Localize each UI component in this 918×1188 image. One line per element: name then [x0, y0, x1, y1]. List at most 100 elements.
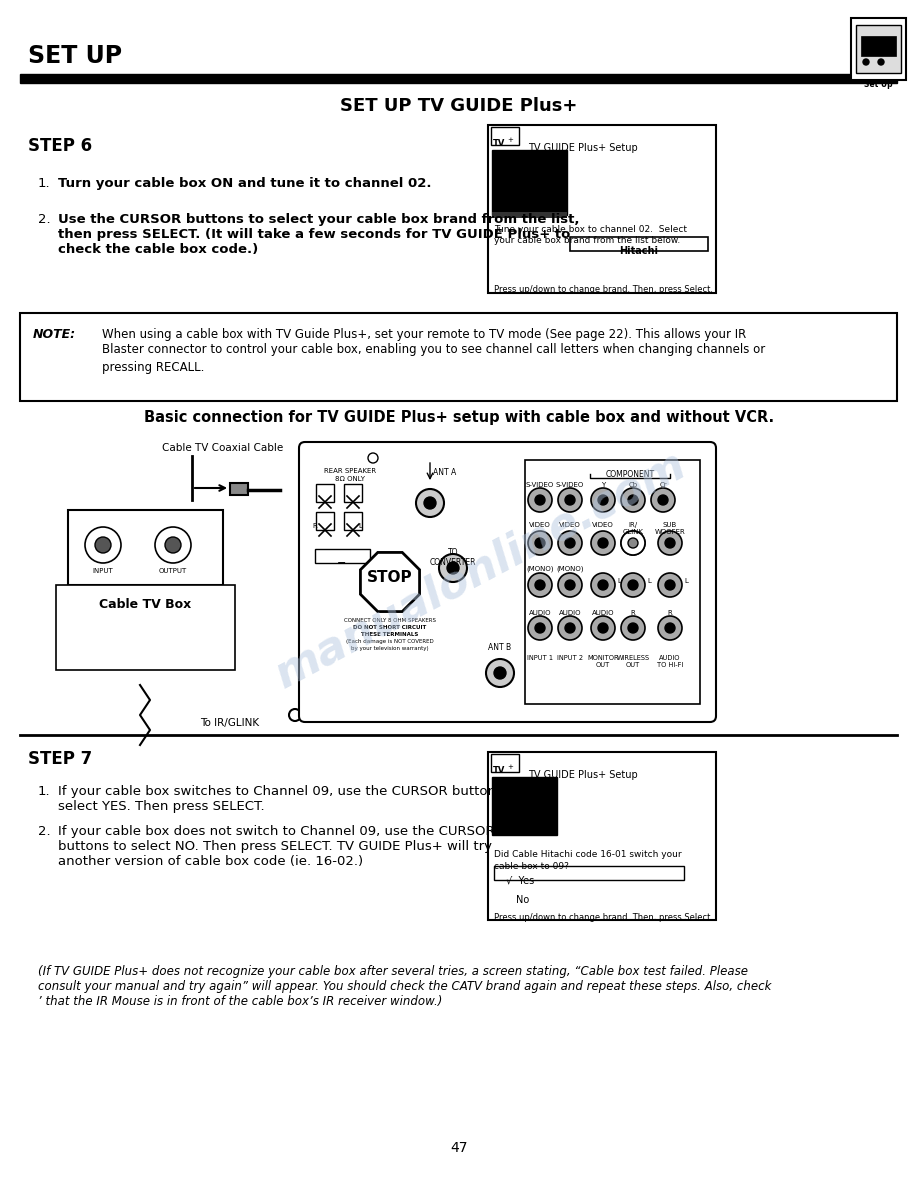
Text: manualonline.com: manualonline.com	[267, 443, 693, 697]
Text: INPUT 1: INPUT 1	[527, 655, 553, 661]
Polygon shape	[361, 552, 420, 612]
Circle shape	[368, 453, 378, 463]
Circle shape	[95, 537, 111, 552]
Circle shape	[528, 488, 552, 512]
Text: (MONO): (MONO)	[556, 565, 584, 571]
Text: 1.: 1.	[38, 177, 50, 190]
Circle shape	[628, 623, 638, 633]
Bar	[344, 484, 362, 503]
Text: R: R	[631, 609, 635, 617]
Circle shape	[289, 709, 301, 721]
Text: S-VIDEO: S-VIDEO	[556, 482, 584, 488]
Text: another version of cable box code (ie. 16-02.): another version of cable box code (ie. 1…	[58, 855, 364, 868]
Bar	[861, 36, 896, 56]
Circle shape	[416, 489, 444, 517]
Text: S-VIDEO: S-VIDEO	[526, 482, 554, 488]
Text: Cable TV Coaxial Cable: Cable TV Coaxial Cable	[162, 443, 284, 453]
Text: Press up/down to change brand. Then, press Select.: Press up/down to change brand. Then, pre…	[494, 914, 713, 922]
Text: ’ that the IR Mouse is in front of the cable box’s IR receiver window.): ’ that the IR Mouse is in front of the c…	[38, 996, 442, 1007]
Circle shape	[558, 488, 582, 512]
Text: CONNECT ONLY 8 OHM SPEAKERS: CONNECT ONLY 8 OHM SPEAKERS	[344, 618, 436, 623]
Bar	[230, 484, 248, 495]
Bar	[492, 777, 557, 835]
Text: L: L	[358, 523, 362, 529]
Text: INPUT: INPUT	[93, 568, 114, 574]
Text: 2.: 2.	[38, 213, 50, 226]
Bar	[492, 150, 567, 215]
Circle shape	[665, 538, 675, 548]
Text: L: L	[684, 579, 688, 584]
Bar	[856, 25, 901, 72]
Text: then press SELECT. (It will take a few seconds for TV GUIDE Plus+ to: then press SELECT. (It will take a few s…	[58, 228, 570, 241]
Circle shape	[535, 495, 545, 505]
Circle shape	[439, 554, 467, 582]
Bar	[316, 484, 334, 503]
Circle shape	[565, 495, 575, 505]
Bar	[20, 74, 897, 83]
Text: Blaster connector to control your cable box, enabling you to see channel call le: Blaster connector to control your cable …	[102, 343, 766, 356]
Circle shape	[558, 531, 582, 555]
Text: VIDEO: VIDEO	[592, 522, 614, 527]
Text: MONITOR
OUT: MONITOR OUT	[588, 655, 619, 668]
Circle shape	[591, 617, 615, 640]
Circle shape	[665, 623, 675, 633]
Text: pressing RECALL.: pressing RECALL.	[102, 361, 205, 374]
Text: OUTPUT: OUTPUT	[159, 568, 187, 574]
Circle shape	[155, 527, 191, 563]
Text: SET UP TV GUIDE Plus+: SET UP TV GUIDE Plus+	[341, 97, 577, 115]
Text: Cable TV Box: Cable TV Box	[99, 598, 191, 611]
Circle shape	[424, 497, 436, 508]
Circle shape	[651, 488, 675, 512]
Text: TV GUIDE Plus+ Setup: TV GUIDE Plus+ Setup	[528, 143, 638, 153]
Circle shape	[628, 580, 638, 590]
Text: 8Ω ONLY: 8Ω ONLY	[335, 476, 365, 482]
Circle shape	[558, 573, 582, 598]
Text: Turn your cable box ON and tune it to channel 02.: Turn your cable box ON and tune it to ch…	[58, 177, 431, 190]
Bar	[525, 460, 700, 704]
Circle shape	[528, 531, 552, 555]
Text: 2.: 2.	[38, 824, 50, 838]
Text: ANT B: ANT B	[488, 643, 511, 652]
Text: +: +	[507, 137, 513, 143]
Text: To IR/GLINK: To IR/GLINK	[200, 718, 259, 728]
Circle shape	[598, 623, 608, 633]
FancyBboxPatch shape	[299, 442, 716, 722]
Text: If your cable box switches to Channel 09, use the CURSOR buttons to: If your cable box switches to Channel 09…	[58, 785, 521, 798]
Text: AUDIO: AUDIO	[529, 609, 551, 617]
Circle shape	[598, 580, 608, 590]
Text: AUDIO
TO HI-FI: AUDIO TO HI-FI	[657, 655, 683, 668]
Circle shape	[591, 488, 615, 512]
Text: (If TV GUIDE Plus+ does not recognize your cable box after several tries, a scre: (If TV GUIDE Plus+ does not recognize yo…	[38, 965, 748, 978]
Text: TO
CONVERTER: TO CONVERTER	[430, 548, 476, 568]
Bar	[851, 18, 906, 80]
Circle shape	[658, 573, 682, 598]
Text: Cb: Cb	[629, 482, 638, 488]
Bar	[570, 236, 708, 251]
Text: select YES. Then press SELECT.: select YES. Then press SELECT.	[58, 800, 264, 813]
Text: (Each damage is NOT COVERED: (Each damage is NOT COVERED	[346, 639, 434, 644]
Circle shape	[528, 617, 552, 640]
Circle shape	[658, 495, 668, 505]
Text: TV: TV	[493, 139, 506, 148]
Text: by your television warranty): by your television warranty)	[352, 646, 429, 651]
Text: INPUT 2: INPUT 2	[557, 655, 583, 661]
Text: Set Up: Set Up	[864, 80, 892, 89]
Text: Use the CURSOR buttons to select your cable box brand from the list,: Use the CURSOR buttons to select your ca…	[58, 213, 579, 226]
Bar	[488, 125, 716, 293]
Circle shape	[528, 573, 552, 598]
Text: STEP 7: STEP 7	[28, 750, 92, 767]
Bar	[344, 512, 362, 530]
Text: If your cable box does not switch to Channel 09, use the CURSOR: If your cable box does not switch to Cha…	[58, 824, 495, 838]
Text: 47: 47	[450, 1140, 468, 1155]
Text: Cr: Cr	[659, 482, 666, 488]
Circle shape	[621, 531, 645, 555]
Bar	[492, 211, 567, 219]
Text: DO NOT SHORT CIRCUIT: DO NOT SHORT CIRCUIT	[353, 625, 427, 630]
Text: NOTE:: NOTE:	[33, 328, 76, 341]
Circle shape	[494, 666, 506, 680]
Bar	[315, 549, 370, 563]
Text: Did Cable Hitachi code 16-01 switch your: Did Cable Hitachi code 16-01 switch your	[494, 849, 682, 859]
Circle shape	[447, 562, 459, 574]
Text: SET UP: SET UP	[28, 44, 122, 68]
Text: R: R	[313, 523, 318, 529]
